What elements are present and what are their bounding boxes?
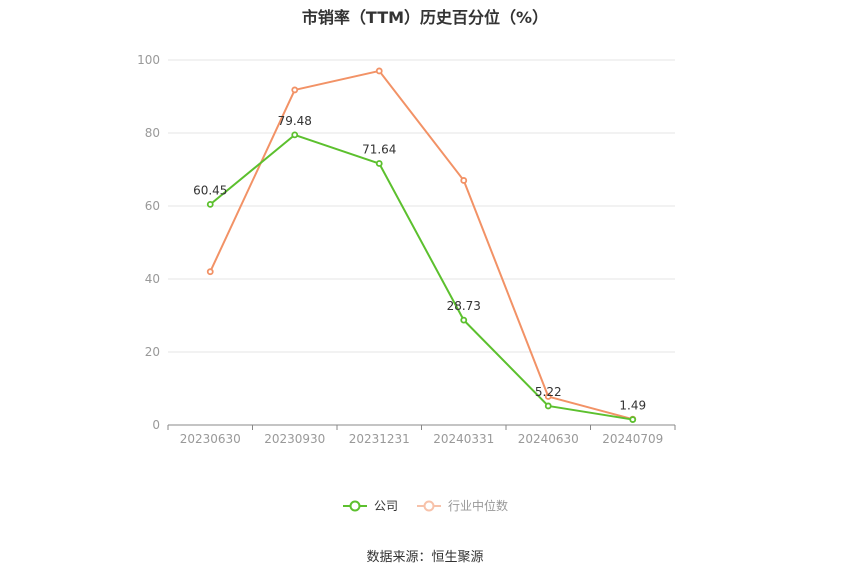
data-source: 数据来源：恒生聚源 [366,550,484,565]
legend: 公司 行业中位数 [0,497,850,514]
data-label: 5.22 [535,385,562,399]
y-tick-label: 100 [137,53,160,67]
data-labels: 60.45 79.48 71.64 28.73 5.22 1.49 [193,114,646,413]
legend-item-company[interactable]: 公司 [342,497,398,514]
data-label: 71.64 [362,143,396,157]
legend-item-industry-median[interactable]: 行业中位数 [416,497,508,514]
data-point-0[interactable] [375,160,383,167]
legend-marker-company-icon [342,500,367,511]
data-point-0[interactable] [544,402,552,410]
data-point-1[interactable] [544,393,552,400]
legend-label-industry-median: 行业中位数 [448,499,509,513]
chart-title: 市销率（TTM）历史百分位（%） [301,8,549,27]
series-line-1 [209,69,634,421]
data-point-1[interactable] [375,67,383,75]
y-tick-label: 20 [145,345,160,359]
y-tick-label: 0 [152,418,160,432]
x-tick-label: 20240331 [433,432,494,446]
data-point-0[interactable] [291,131,299,139]
y-tick-label: 40 [145,272,160,286]
x-tick-label: 20231231 [349,432,410,446]
legend-label-company: 公司 [373,499,398,513]
data-label: 28.73 [447,299,481,313]
x-tick-label: 20230630 [180,432,241,446]
series-layer [206,67,637,423]
y-tick-label: 60 [145,199,160,213]
x-tick-label: 20230930 [264,432,325,446]
data-label: 79.48 [278,114,312,128]
data-point-0[interactable] [206,200,214,208]
axes: 0 20 40 60 80 100 20230630 20230930 20231231 2024… [137,53,676,446]
x-tick-label: 20240709 [602,432,663,446]
data-point-1[interactable] [460,177,468,184]
series-line-0 [209,133,633,421]
y-tick-label: 80 [145,126,160,140]
data-label: 60.45 [193,183,227,197]
data-point-0[interactable] [460,316,468,324]
x-tick-label: 20240630 [518,432,579,446]
legend-marker-industry-icon [417,500,441,511]
data-point-1[interactable] [206,268,214,276]
grid-lines [168,59,675,353]
data-point-1[interactable] [291,86,299,94]
data-label: 1.49 [619,399,646,413]
data-point-0[interactable] [629,416,637,423]
